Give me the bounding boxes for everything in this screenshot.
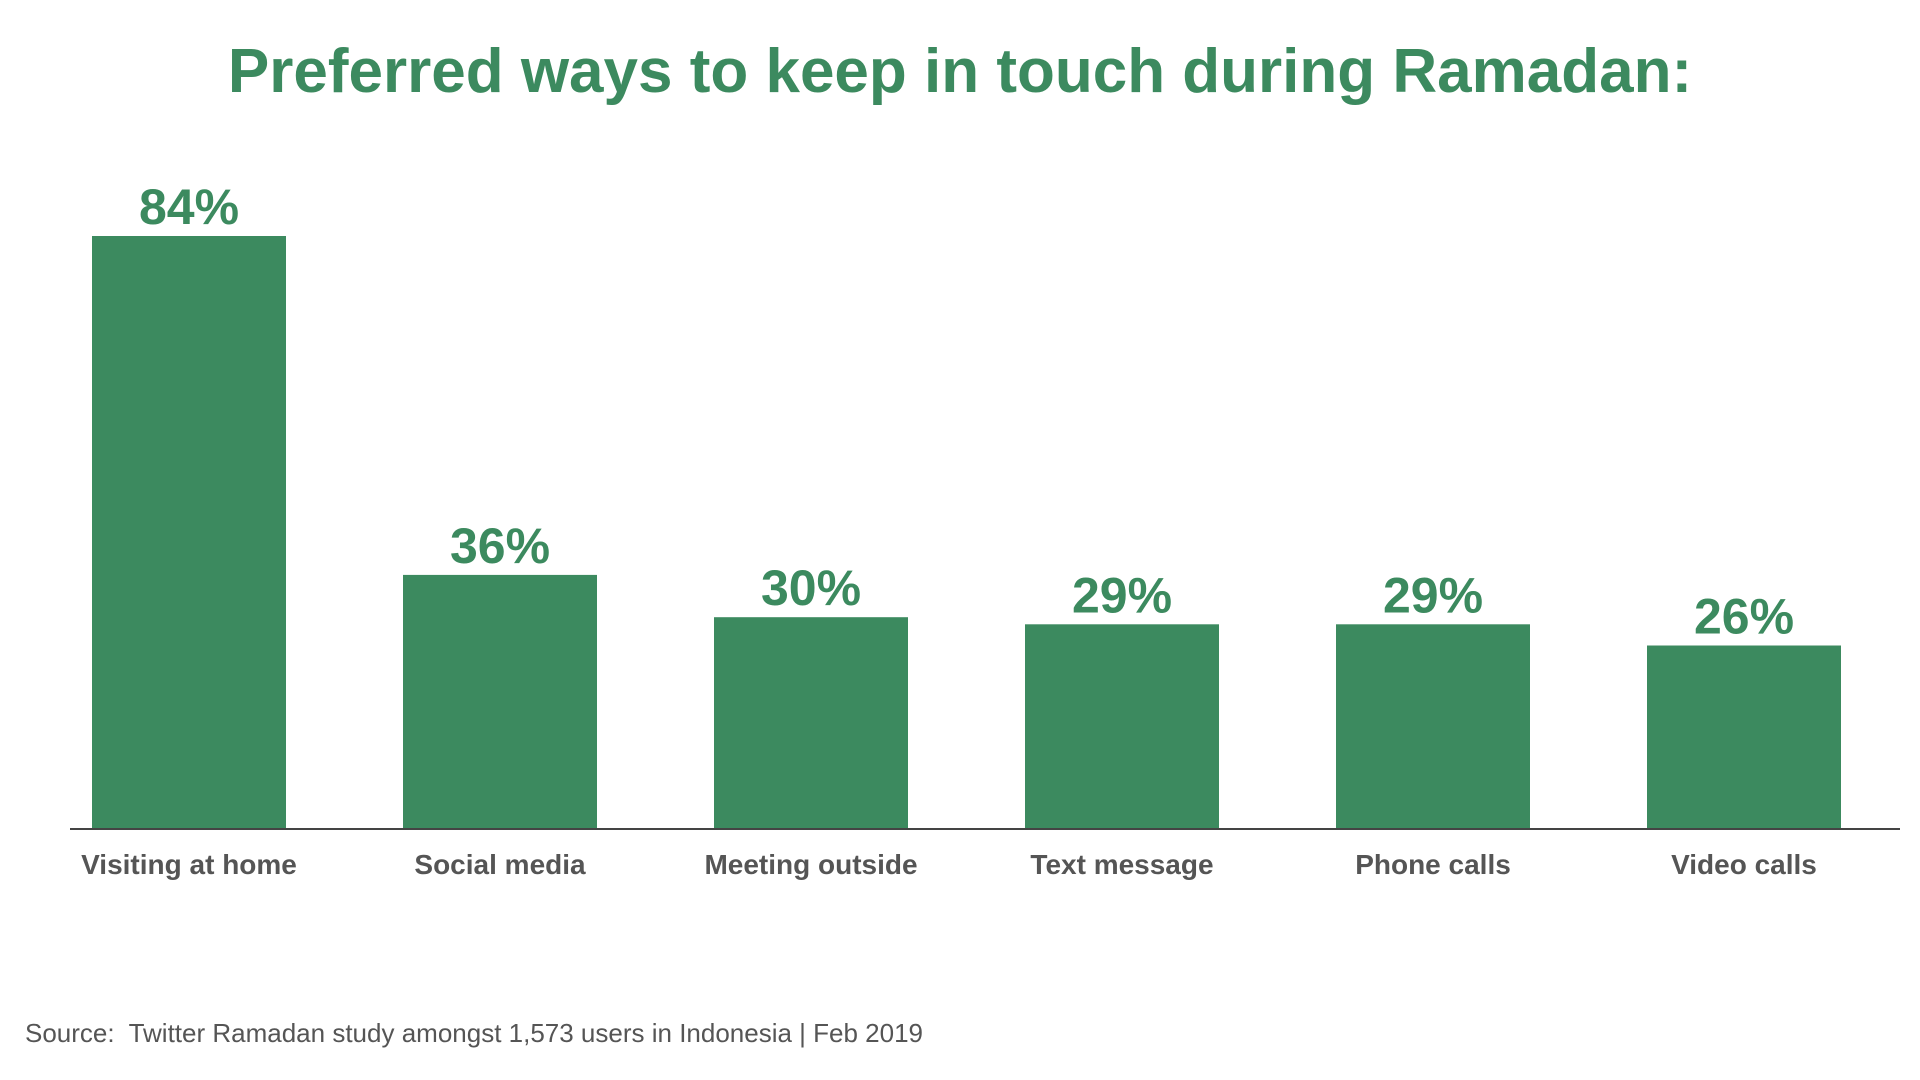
value-label-4: 29% (1383, 567, 1483, 623)
category-label-1: Social media (414, 849, 586, 880)
value-label-0: 84% (139, 179, 239, 235)
category-label-2: Meeting outside (704, 849, 917, 880)
value-label-2: 30% (761, 560, 861, 616)
category-label-4: Phone calls (1355, 849, 1511, 880)
value-label-5: 26% (1694, 589, 1794, 645)
category-label-5: Video calls (1671, 849, 1817, 880)
bars-layer (92, 236, 1841, 829)
chart-title: Preferred ways to keep in touch during R… (227, 37, 1693, 106)
category-label-0: Visiting at home (81, 849, 297, 880)
source-note: Source: Twitter Ramadan study amongst 1,… (25, 1018, 924, 1048)
value-label-1: 36% (450, 518, 550, 574)
bar-0 (92, 236, 286, 829)
bar-4 (1336, 624, 1530, 829)
bar-2 (714, 617, 908, 829)
bar-3 (1025, 624, 1219, 829)
bar-5 (1647, 645, 1841, 829)
category-label-3: Text message (1030, 849, 1213, 880)
value-labels-layer: 84% 36% 30% 29% 29% 26% (139, 179, 1794, 645)
value-label-3: 29% (1072, 567, 1172, 623)
category-labels-layer: Visiting at home Social media Meeting outs… (81, 849, 1817, 880)
bar-1 (403, 574, 597, 829)
